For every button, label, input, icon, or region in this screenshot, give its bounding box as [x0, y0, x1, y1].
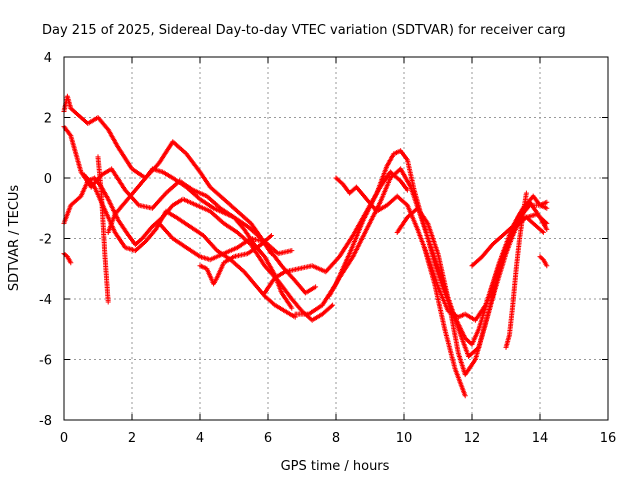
y-tick-label: -2: [39, 233, 52, 248]
y-tick-label: -6: [39, 354, 52, 369]
x-tick-label: 10: [396, 431, 413, 446]
y-tick-label: 0: [44, 172, 52, 187]
data-point-markers: [95, 154, 111, 305]
series-track-15: [421, 245, 468, 399]
grid: [64, 57, 608, 420]
x-axis-label: GPS time / hours: [281, 459, 390, 474]
data-point-markers: [197, 233, 274, 287]
x-tick-label: 4: [196, 431, 204, 446]
y-tick-label: -4: [39, 293, 52, 308]
ticks: 0 2 4 6 8 10 12 14 16 -8 -6 -4 -2 0 2 4: [39, 51, 616, 446]
series-track-9: [197, 233, 274, 287]
x-tick-label: 16: [600, 431, 617, 446]
y-tick-label: 2: [44, 112, 52, 127]
x-tick-label: 12: [464, 431, 481, 446]
y-tick-label: -8: [39, 414, 52, 429]
x-tick-label: 2: [128, 431, 136, 446]
series-track-7: [61, 251, 74, 266]
series-track-5: [95, 154, 111, 305]
x-tick-label: 6: [264, 431, 272, 446]
series-track-17: [503, 190, 529, 350]
data-point-markers: [537, 254, 550, 269]
data-point-markers: [503, 190, 529, 350]
y-axis-label: SDTVAR / TECUs: [7, 185, 22, 292]
x-tick-label: 14: [532, 431, 549, 446]
series-track-14: [394, 205, 546, 378]
y-tick-label: 4: [44, 51, 52, 66]
chart-title: Day 215 of 2025, Sidereal Day-to-day VTE…: [42, 23, 566, 38]
x-tick-label: 0: [60, 431, 68, 446]
x-tick-label: 8: [332, 431, 340, 446]
data-point-markers: [394, 205, 546, 378]
data-points: [61, 93, 550, 399]
series-track-6: [105, 166, 295, 311]
data-point-markers: [105, 166, 295, 311]
series-track-18: [537, 254, 550, 269]
plot-frame: [63, 56, 609, 421]
data-point-markers: [421, 245, 468, 399]
data-point-markers: [61, 251, 74, 266]
